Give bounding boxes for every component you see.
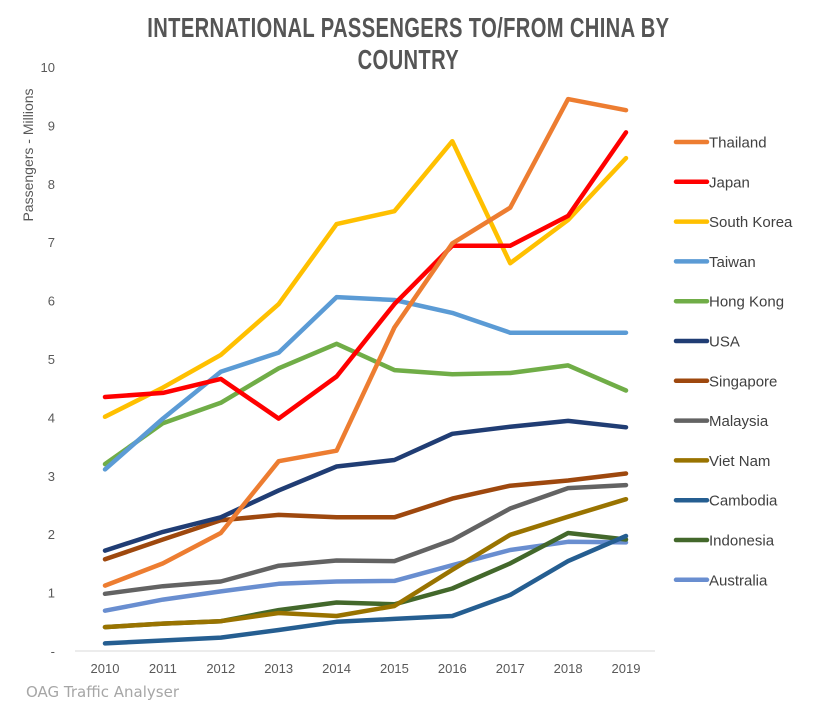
- legend-item-indonesia: Indonesia: [673, 533, 775, 550]
- x-tick-label: 2014: [322, 661, 351, 676]
- y-tick-label: 3: [48, 469, 55, 484]
- series-line-singapore: [102, 471, 629, 562]
- legend-label: Taiwan: [709, 254, 756, 271]
- y-tick-label: 8: [48, 177, 55, 192]
- series-line-japan: [102, 130, 629, 421]
- legend-label: South Korea: [709, 214, 793, 231]
- legend-item-cambodia: Cambodia: [673, 493, 778, 510]
- series-line-thailand: [102, 96, 629, 588]
- chart-title: INTERNATIONAL PASSENGERS TO/FROM CHINA B…: [147, 12, 670, 75]
- series-line-usa: [102, 418, 629, 553]
- y-tick-label: 9: [48, 118, 55, 133]
- y-tick-label: 4: [48, 410, 55, 425]
- y-axis-title-group: Passengers - Millions: [20, 88, 36, 221]
- legend-item-south-korea: South Korea: [673, 214, 793, 231]
- x-tick-label: 2017: [496, 661, 525, 676]
- y-axis-title: Passengers - Millions: [20, 88, 36, 221]
- legend-label: Cambodia: [709, 493, 778, 510]
- y-tick-label: 6: [48, 294, 55, 309]
- y-tick-label: 10: [41, 60, 55, 75]
- x-tick-label: 2016: [438, 661, 467, 676]
- legend-label: Viet Nam: [709, 453, 770, 470]
- series-line-viet-nam: [102, 496, 629, 630]
- legend-label: Indonesia: [709, 533, 775, 550]
- x-tick-label: 2013: [264, 661, 293, 676]
- legend-label: Thailand: [709, 135, 767, 152]
- series-line-malaysia: [102, 482, 629, 597]
- series-line-cambodia: [102, 533, 629, 646]
- legend-label: Singapore: [709, 373, 777, 390]
- legend-item-usa: USA: [673, 334, 740, 351]
- x-axis-ticks: 2010 2011 2012 2013 2014 2015 2016 2017 2018 2019: [91, 661, 641, 676]
- legend-label: Australia: [709, 572, 768, 589]
- series-line-hong-kong: [102, 341, 629, 467]
- y-axis-ticks: - 1 2 3 4 5 6 7 8 9 10: [41, 60, 55, 659]
- x-tick-label: 2019: [612, 661, 641, 676]
- legend-item-japan: Japan: [673, 174, 750, 191]
- series-line-south-korea: [102, 138, 629, 420]
- x-tick-label: 2012: [206, 661, 235, 676]
- legend-item-viet-nam: Viet Nam: [673, 453, 770, 470]
- x-tick-label: 2010: [91, 661, 120, 676]
- legend-label: Japan: [709, 174, 750, 191]
- legend-label: Hong Kong: [709, 294, 784, 311]
- source-note: OAG Traffic Analyser: [26, 683, 179, 701]
- y-tick-label: -: [51, 644, 55, 659]
- x-tick-label: 2011: [149, 661, 177, 676]
- legend-label: USA: [709, 334, 740, 351]
- legend-item-singapore: Singapore: [673, 373, 777, 390]
- series-lines: [102, 96, 629, 646]
- legend-item-taiwan: Taiwan: [673, 254, 756, 271]
- x-tick-label: 2018: [554, 661, 583, 676]
- legend-item-malaysia: Malaysia: [673, 413, 769, 430]
- y-tick-label: 7: [48, 235, 55, 250]
- y-tick-label: 5: [48, 352, 55, 367]
- legend-item-australia: Australia: [673, 572, 768, 589]
- legend-item-hong-kong: Hong Kong: [673, 294, 784, 311]
- y-tick-label: 1: [48, 586, 55, 601]
- legend: Thailand Japan South Korea Taiwan Hong Kong U…: [673, 135, 793, 589]
- legend-item-thailand: Thailand: [673, 135, 767, 152]
- legend-label: Malaysia: [709, 413, 769, 430]
- series-line-taiwan: [102, 294, 629, 472]
- x-tick-label: 2015: [380, 661, 409, 676]
- y-tick-label: 2: [48, 527, 55, 542]
